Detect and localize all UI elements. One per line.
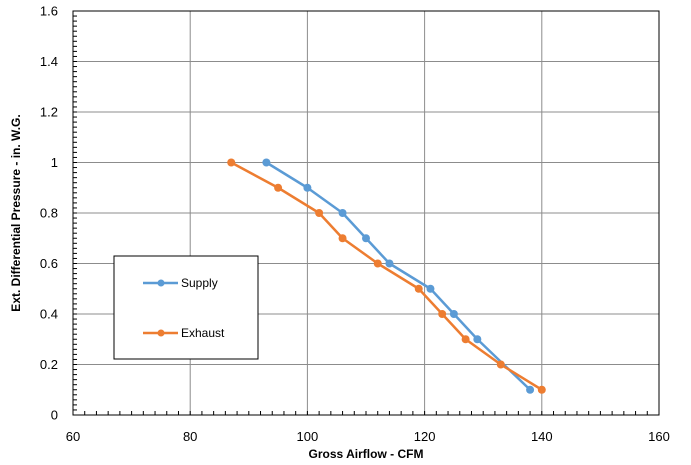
legend: Supply Exhaust — [113, 255, 259, 360]
data-point — [414, 284, 423, 293]
data-point — [537, 385, 546, 394]
data-point — [426, 284, 435, 293]
y-tick-label: 0.2 — [40, 357, 58, 372]
x-axis-title: Gross Airflow - CFM — [309, 447, 424, 461]
series-supply — [262, 158, 535, 394]
plot-border — [72, 10, 660, 416]
data-point — [526, 385, 535, 394]
axes: 60 80 100 120 140 160 0 0.2 0.4 0.6 0.8 1 1.2 1.4 1.6 — [40, 4, 670, 445]
y-axis-title: Ext. Differential Pressure - in. W.G. — [9, 114, 23, 311]
y-tick-label: 1.4 — [40, 54, 58, 69]
series-exhaust — [227, 158, 546, 394]
data-point — [362, 234, 370, 243]
legend-label: Supply — [181, 276, 218, 290]
x-tick-label: 60 — [66, 429, 80, 444]
x-tick-label: 80 — [183, 429, 197, 444]
legend-item: Supply — [143, 276, 218, 290]
y-tick-label: 1.2 — [40, 105, 58, 120]
legend-swatch-marker — [157, 279, 165, 287]
data-point — [473, 335, 482, 344]
series-line — [230, 161, 543, 391]
legend-box — [113, 255, 259, 360]
legend-swatch-marker — [157, 329, 165, 337]
series-layer — [227, 158, 546, 394]
y-tick-label: 1.6 — [40, 4, 58, 19]
y-tick-label: 0.4 — [40, 307, 58, 322]
legend-item: Exhaust — [143, 326, 225, 340]
x-tick-label: 100 — [297, 429, 319, 444]
data-point — [274, 183, 283, 192]
data-point — [303, 183, 312, 192]
legend-label: Exhaust — [181, 326, 225, 340]
data-point — [227, 158, 236, 167]
x-tick-label: 120 — [414, 429, 436, 444]
x-tick-label: 140 — [531, 429, 553, 444]
y-tick-label: 0.8 — [40, 206, 58, 221]
data-point — [385, 259, 394, 268]
y-tick-label: 1 — [51, 155, 58, 170]
data-point — [461, 335, 470, 344]
data-point — [315, 209, 324, 217]
data-point — [449, 310, 458, 318]
data-point — [338, 209, 347, 217]
data-point — [438, 310, 447, 318]
y-tick-label: 0.6 — [40, 256, 58, 271]
data-point — [262, 158, 271, 167]
data-point — [496, 360, 505, 369]
x-tick-label: 160 — [648, 429, 670, 444]
y-tick-label: 0 — [51, 408, 58, 423]
data-point — [373, 259, 382, 268]
data-point — [338, 234, 347, 243]
